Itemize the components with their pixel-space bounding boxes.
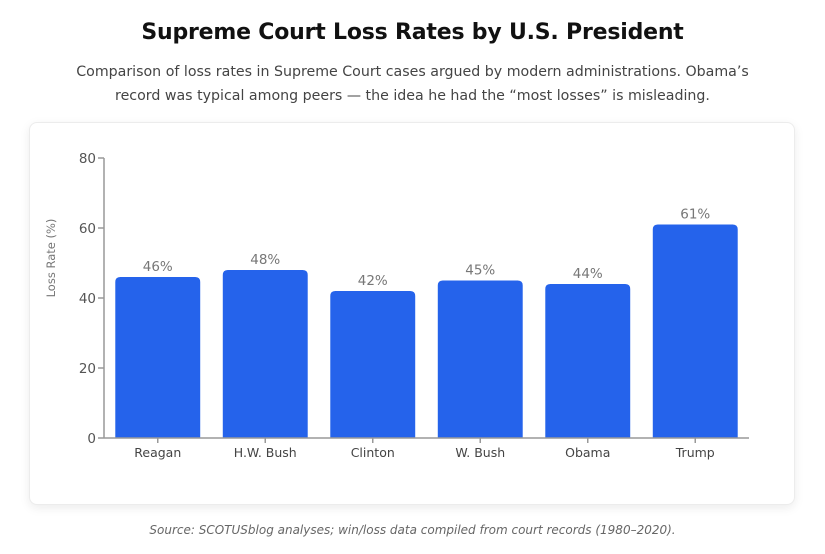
- bar-obama: [545, 284, 631, 438]
- x-tick-label: Trump: [675, 445, 715, 460]
- bar-value-label: 45%: [465, 263, 495, 279]
- bar-h-w-bush: [222, 270, 308, 438]
- bar-reagan: [115, 277, 201, 438]
- y-tick-label: 0: [87, 431, 96, 447]
- x-tick-label: Obama: [565, 445, 610, 460]
- bar-value-label: 46%: [143, 259, 173, 275]
- bar-trump: [652, 224, 738, 438]
- x-axis: Reagan H.W. Bush Clinton W. Bush Obama Trump: [104, 437, 749, 460]
- bar-value-label: 61%: [680, 207, 710, 223]
- x-tick-label: Clinton: [351, 445, 395, 460]
- y-tick-label: 80: [79, 151, 96, 167]
- y-tick-label: 60: [79, 221, 96, 237]
- bar-w-bush: [437, 280, 523, 438]
- x-tick-label: H.W. Bush: [234, 445, 297, 460]
- x-tick-label: Reagan: [134, 445, 181, 460]
- bar-clinton: [330, 291, 416, 438]
- chart-subtitle: Comparison of loss rates in Supreme Cour…: [76, 64, 749, 104]
- y-tick-label: 40: [79, 291, 96, 307]
- bar-value-label: 42%: [358, 273, 388, 289]
- y-axis-title: Loss Rate (%): [44, 219, 58, 298]
- x-tick-label: W. Bush: [455, 445, 505, 460]
- y-tick-label: 20: [79, 361, 96, 377]
- bars: 46% 48% 42% 45% 44% 61%: [115, 207, 738, 438]
- bar-value-label: 44%: [573, 266, 603, 282]
- bar-value-label: 48%: [250, 252, 280, 268]
- y-axis: 0 20 40 60 80: [79, 151, 105, 447]
- source-note: Source: SCOTUSblog analyses; win/loss da…: [149, 523, 676, 537]
- chart-title: Supreme Court Loss Rates by U.S. Preside…: [141, 20, 684, 45]
